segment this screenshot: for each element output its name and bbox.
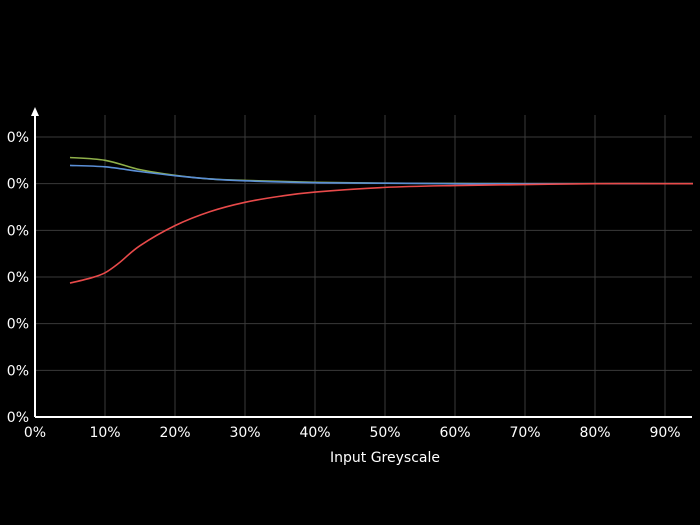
y-tick-label: 0%	[7, 130, 29, 146]
x-tick-label: 20%	[159, 425, 190, 441]
series-line	[69, 182, 693, 284]
series-lines	[69, 156, 693, 284]
x-tick-label: 10%	[89, 425, 120, 441]
x-tick-label: 70%	[509, 425, 540, 441]
x-tick-label: 40%	[299, 425, 330, 441]
y-axis-arrow	[31, 107, 39, 116]
x-tick-label: 50%	[369, 425, 400, 441]
grid-lines	[35, 115, 692, 417]
y-tick-label: 0%	[7, 223, 29, 239]
x-tick-label: 90%	[649, 425, 680, 441]
y-tick-label: 0%	[7, 410, 29, 426]
y-tick-label: 0%	[7, 317, 29, 333]
y-tick-label: 0%	[7, 270, 29, 286]
series-line	[69, 156, 693, 185]
series-line	[69, 164, 693, 185]
y-tick-label: 0%	[7, 363, 29, 379]
y-tick-labels: 0% 0% 0% 0% 0% 0% 0%	[7, 130, 29, 426]
x-tick-label: 80%	[579, 425, 610, 441]
y-tick-label: 0%	[7, 177, 29, 193]
x-tick-label: 0%	[24, 425, 46, 441]
x-axis-title: Input Greyscale	[330, 450, 440, 466]
x-tick-labels: 0% 10% 20% 30% 40% 50% 60% 70% 80% 90%	[24, 425, 681, 441]
x-tick-label: 30%	[229, 425, 260, 441]
x-tick-label: 60%	[439, 425, 470, 441]
axes	[31, 107, 692, 418]
